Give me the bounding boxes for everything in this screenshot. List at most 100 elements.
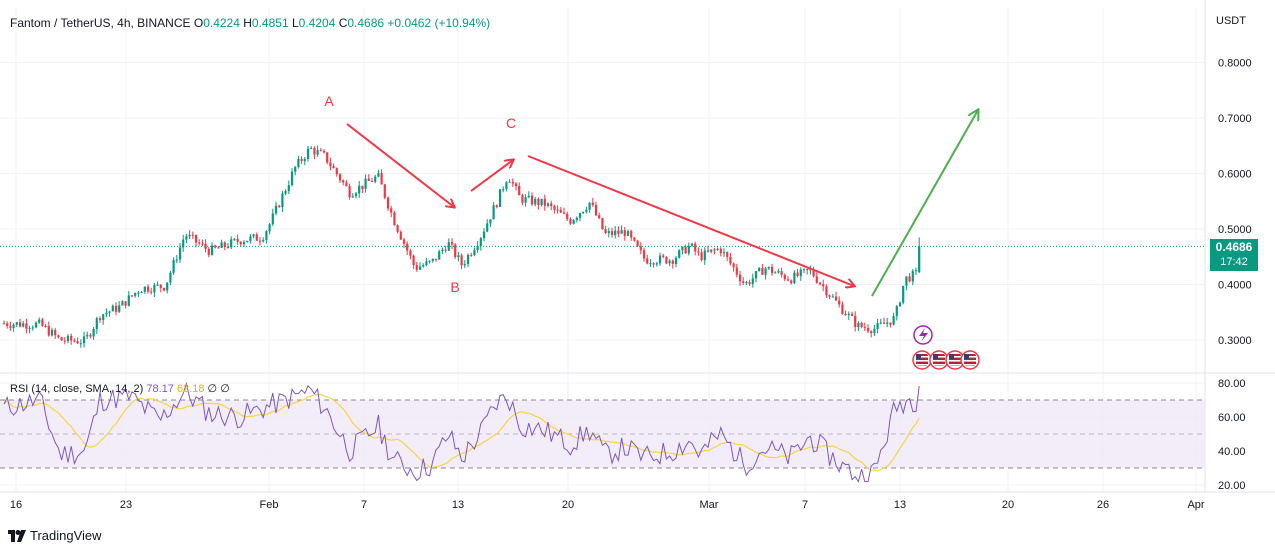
candle-body bbox=[815, 276, 818, 283]
candle-body bbox=[591, 202, 594, 205]
candle-body bbox=[399, 231, 402, 240]
candle-body bbox=[889, 322, 892, 325]
candle-body bbox=[482, 231, 486, 239]
candle-body bbox=[15, 322, 18, 325]
candle-body bbox=[642, 250, 646, 259]
candle-body bbox=[166, 282, 169, 291]
last-price-value: 0.4686 bbox=[1215, 240, 1253, 254]
symbol-name[interactable]: Fantom / TetherUS, 4h, BINANCE bbox=[10, 16, 191, 30]
candle-body bbox=[636, 240, 639, 247]
candle-body bbox=[492, 205, 495, 220]
candle-body bbox=[857, 322, 860, 328]
flag-canton bbox=[916, 354, 921, 359]
candle-body bbox=[50, 329, 54, 336]
flag-stripe bbox=[964, 356, 976, 358]
candle-body bbox=[428, 260, 431, 262]
candle-body bbox=[697, 251, 700, 253]
candle-body bbox=[444, 249, 447, 251]
candle-body bbox=[354, 193, 358, 197]
candle-body bbox=[326, 152, 329, 163]
candle-body bbox=[66, 335, 70, 342]
last-price-tag: 0.4686 17:42 bbox=[1210, 239, 1258, 271]
candle-body bbox=[777, 271, 780, 273]
candle-body bbox=[684, 246, 687, 254]
candle-body bbox=[92, 329, 95, 337]
candle-body bbox=[761, 267, 764, 275]
candle-body bbox=[521, 195, 524, 203]
candle-body bbox=[73, 340, 76, 342]
candle-body bbox=[82, 336, 86, 344]
candle-body bbox=[98, 318, 102, 320]
event-icons[interactable] bbox=[912, 325, 980, 370]
candle-body bbox=[418, 266, 422, 270]
flag-stripe bbox=[933, 360, 945, 362]
candle-body bbox=[185, 236, 188, 240]
candle-body bbox=[534, 198, 537, 205]
rsi-levels bbox=[0, 399, 1205, 469]
rsi-axis[interactable]: 80.00 60.00 40.00 20.00 bbox=[1218, 378, 1246, 492]
candle-body bbox=[175, 259, 178, 261]
flag-stripe bbox=[916, 364, 928, 366]
candle-body bbox=[895, 306, 898, 316]
candle-body bbox=[518, 186, 521, 196]
time-tick: Feb bbox=[260, 499, 279, 511]
price-tick: 0.5000 bbox=[1218, 224, 1252, 236]
candle-body bbox=[754, 271, 758, 279]
candle-body bbox=[294, 166, 297, 172]
price-tick: 0.8000 bbox=[1218, 58, 1252, 70]
symbol-legend[interactable]: Fantom / TetherUS, 4h, BINANCE O0.4224 H… bbox=[10, 16, 490, 30]
candle-body bbox=[351, 196, 354, 198]
candle-body bbox=[130, 295, 134, 297]
candle-body bbox=[690, 243, 694, 246]
candle-body bbox=[111, 305, 114, 312]
time-axis[interactable]: 16 23 Feb 7 13 20 Mar 7 13 20 26 Apr bbox=[10, 499, 1205, 511]
candle-body bbox=[12, 324, 15, 328]
rsi-extra-2: ∅ bbox=[220, 383, 230, 395]
candle-body bbox=[738, 274, 742, 282]
candle-body bbox=[735, 267, 738, 275]
candle-body bbox=[402, 239, 406, 244]
tradingview-logo[interactable]: TradingView bbox=[8, 528, 102, 543]
candle-body bbox=[764, 268, 767, 275]
rsi-legend[interactable]: RSI (14, close, SMA, 14, 2) 78.17 62.18 … bbox=[10, 382, 230, 395]
candle-body bbox=[780, 271, 783, 275]
rsi-extra-1: ∅ bbox=[207, 383, 218, 395]
candle-body bbox=[700, 252, 703, 261]
candle-body bbox=[194, 234, 198, 243]
candle-body bbox=[438, 251, 441, 260]
flag-stripe bbox=[949, 364, 961, 366]
candle-body bbox=[300, 158, 303, 162]
candle-body bbox=[415, 265, 418, 270]
candle-body bbox=[828, 295, 831, 297]
candle-body bbox=[76, 341, 79, 344]
open-value: 0.4224 bbox=[203, 16, 240, 30]
candle-body bbox=[687, 245, 690, 254]
candle-body bbox=[409, 250, 412, 256]
rsi-label[interactable]: RSI (14, close, SMA, 14, 2) bbox=[10, 383, 144, 395]
candle-body bbox=[742, 281, 745, 283]
flag-stripe bbox=[949, 356, 961, 358]
candle-body bbox=[345, 182, 348, 187]
candle-body bbox=[425, 261, 428, 266]
flag-canton bbox=[933, 354, 938, 359]
candle-body bbox=[188, 234, 191, 237]
candle-body bbox=[338, 174, 342, 181]
candle-body bbox=[57, 335, 60, 338]
candle-body bbox=[230, 239, 233, 248]
price-axis[interactable]: 0.8000 0.7000 0.6000 0.5000 0.4000 0.3000 bbox=[1218, 58, 1252, 348]
candle-body bbox=[358, 185, 361, 194]
candle-body bbox=[601, 218, 604, 230]
candle-body bbox=[380, 172, 383, 185]
candle-body bbox=[233, 238, 236, 240]
candle-body bbox=[572, 219, 575, 224]
candle-body bbox=[63, 340, 66, 342]
candle-body bbox=[594, 204, 598, 216]
price-tick: 0.3000 bbox=[1218, 335, 1252, 347]
candle-body bbox=[242, 242, 246, 245]
candle-body bbox=[841, 304, 844, 315]
currency-label[interactable]: USDT bbox=[1216, 15, 1246, 27]
candle-body bbox=[905, 276, 908, 286]
candle-body bbox=[262, 239, 265, 242]
candle-body bbox=[582, 211, 585, 214]
